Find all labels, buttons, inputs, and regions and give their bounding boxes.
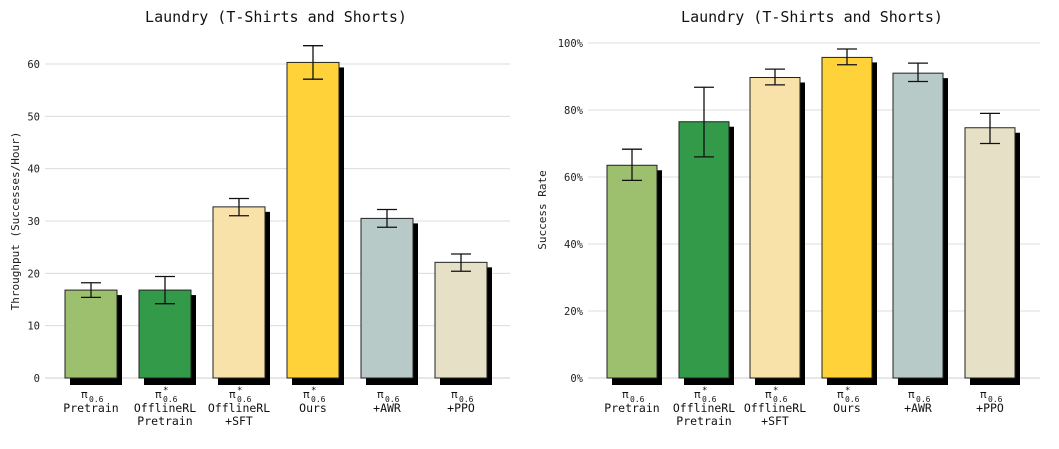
chart-title: Laundry (T-Shirts and Shorts) bbox=[145, 8, 407, 26]
bar bbox=[64, 289, 118, 379]
x-tick-subscript: 0.6 bbox=[988, 395, 1003, 404]
y-tick-label: 50 bbox=[27, 111, 40, 123]
x-tick-star: * bbox=[702, 386, 707, 396]
x-tick-star: * bbox=[311, 386, 316, 396]
x-tick-line: OfflineRL bbox=[134, 401, 196, 415]
x-tick-line: Ours bbox=[299, 401, 327, 415]
bar bbox=[821, 56, 873, 379]
x-tick-label: π 0.6+PPO bbox=[447, 388, 475, 415]
x-tick-star: * bbox=[237, 386, 242, 396]
y-tick-label: 10 bbox=[27, 321, 40, 333]
x-tick-line: +AWR bbox=[904, 401, 932, 415]
x-tick-symbol: π bbox=[451, 388, 458, 401]
x-tick-line: +PPO bbox=[447, 401, 475, 415]
y-tick-label: 40% bbox=[564, 239, 584, 251]
chart-success-rate: Laundry (T-Shirts and Shorts) Success Ra… bbox=[536, 8, 1040, 428]
bar bbox=[749, 77, 801, 379]
x-tick-line: OfflineRL bbox=[673, 401, 735, 415]
x-tick-star: * bbox=[845, 386, 850, 396]
x-tick-subscript: 0.6 bbox=[311, 395, 326, 404]
x-tick-line: Pretrain bbox=[604, 401, 659, 415]
y-axis-label: Success Rate bbox=[536, 170, 549, 249]
chart-throughput: Laundry (T-Shirts and Shorts) Throughput… bbox=[9, 8, 510, 428]
x-tick-subscript: 0.6 bbox=[237, 395, 252, 404]
y-tick-label: 20% bbox=[564, 306, 584, 318]
x-tick-line: +AWR bbox=[373, 401, 401, 415]
x-tick-label: π 0.6+AWR bbox=[373, 388, 401, 415]
x-tick-symbol: π bbox=[622, 388, 629, 401]
x-tick-label: π 0.6+PPO bbox=[976, 388, 1004, 415]
x-tick-line: Pretrain bbox=[63, 401, 118, 415]
bar bbox=[606, 164, 658, 379]
y-tick-label: 60 bbox=[27, 59, 40, 71]
x-tick-subscript: 0.6 bbox=[845, 395, 860, 404]
y-tick-label: 0% bbox=[570, 373, 583, 385]
x-tick-subscript: 0.6 bbox=[459, 395, 474, 404]
x-tick-subscript: 0.6 bbox=[163, 395, 178, 404]
x-tick-symbol: π bbox=[229, 388, 236, 401]
x-tick-line: +PPO bbox=[976, 401, 1004, 415]
bar bbox=[360, 217, 414, 379]
x-tick-subscript: 0.6 bbox=[916, 395, 931, 404]
y-tick-label: 80% bbox=[564, 105, 584, 117]
y-tick-label: 60% bbox=[564, 172, 584, 184]
x-tick-symbol: π bbox=[837, 388, 844, 401]
y-tick-label: 100% bbox=[558, 38, 584, 50]
x-tick-symbol: π bbox=[303, 388, 310, 401]
bar bbox=[434, 261, 488, 379]
x-tick-subscript: 0.6 bbox=[702, 395, 717, 404]
y-tick-label: 40 bbox=[27, 164, 40, 176]
x-tick-subscript: 0.6 bbox=[630, 395, 645, 404]
bar bbox=[212, 206, 266, 379]
x-tick-line: Pretrain bbox=[137, 414, 192, 428]
y-tick-label: 30 bbox=[27, 216, 40, 228]
x-tick-symbol: π bbox=[765, 388, 772, 401]
x-tick-symbol: π bbox=[980, 388, 987, 401]
y-tick-label: 20 bbox=[27, 268, 40, 280]
x-tick-subscript: 0.6 bbox=[89, 395, 104, 404]
bar bbox=[286, 61, 340, 379]
bar bbox=[964, 127, 1016, 379]
x-tick-symbol: π bbox=[81, 388, 88, 401]
bar bbox=[678, 121, 730, 379]
y-axis-label: Throughput (Successes/Hour) bbox=[9, 132, 22, 311]
x-tick-symbol: π bbox=[694, 388, 701, 401]
x-tick-symbol: π bbox=[377, 388, 384, 401]
x-tick-label: π 0.6+AWR bbox=[904, 388, 932, 415]
x-tick-line: Pretrain bbox=[676, 414, 731, 428]
x-tick-line: Ours bbox=[833, 401, 861, 415]
x-tick-subscript: 0.6 bbox=[385, 395, 400, 404]
x-tick-symbol: π bbox=[155, 388, 162, 401]
y-tick-label: 0 bbox=[34, 373, 40, 385]
x-tick-subscript: 0.6 bbox=[773, 395, 788, 404]
x-tick-star: * bbox=[773, 386, 778, 396]
x-tick-star: * bbox=[163, 386, 168, 396]
x-tick-line: OfflineRL bbox=[208, 401, 270, 415]
chart-title: Laundry (T-Shirts and Shorts) bbox=[681, 8, 943, 26]
bar bbox=[892, 72, 944, 379]
x-tick-line: +SFT bbox=[761, 414, 789, 428]
x-tick-line: +SFT bbox=[225, 414, 253, 428]
x-tick-line: OfflineRL bbox=[744, 401, 806, 415]
x-tick-symbol: π bbox=[908, 388, 915, 401]
